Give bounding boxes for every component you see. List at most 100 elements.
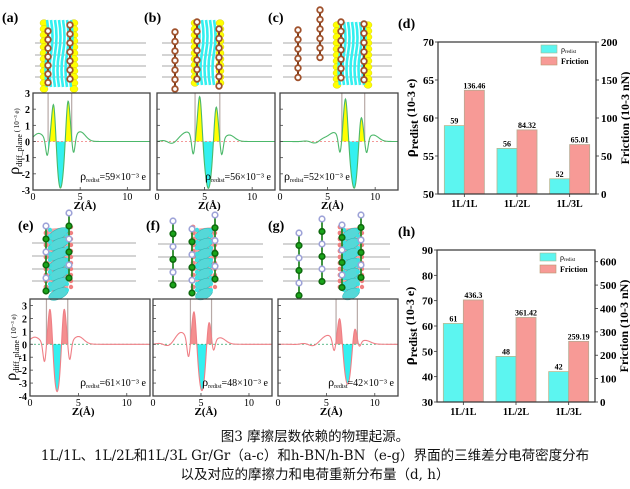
caption-line-3: 以及对应的摩擦力和电荷重新分布量（d, h） [180,467,450,483]
legend-sub: redist [565,50,577,55]
carbon-atom [360,29,368,37]
density-curve [278,317,398,385]
redist-annotation: ρredist=59×10⁻³ e [80,169,146,184]
charge-dot [47,245,53,251]
charge-dot [65,288,69,292]
nitrogen-atom [318,252,326,261]
carbon-atom [193,65,201,74]
legend-swatch-rho [540,44,558,54]
y-label-units: (10-3 e) [404,79,418,120]
carbon-atom [337,27,345,35]
y-tick-label-left: 80 [422,270,434,282]
redist-annotation: ρredist=42×10⁻³ e [328,375,394,390]
y-tick-label-left: 40 [422,372,434,384]
y-tick-label: 0 [25,138,30,149]
bar-friction [569,144,591,195]
carbon-atom [337,55,345,63]
x-tick-label: 0 [155,192,160,203]
boron-atom [318,265,326,273]
carbon-atom [337,18,345,26]
panel-label: (e) [18,219,34,234]
y-tick-label-right: 100 [601,113,618,125]
nitrogen-atom [65,222,73,230]
legend-swatch-friction [539,264,557,274]
charge-dot [359,284,365,290]
nitrogen-atom [169,230,177,238]
y-tick-label-left: 70 [423,37,435,49]
density-curve [32,100,150,189]
positive-charge-fill [195,96,220,142]
boron-atom [211,211,219,219]
carbon-atom [294,35,302,44]
nitrogen-atom [318,277,326,286]
charge-lobe-negative [345,21,351,86]
x-tick-label: 5 [76,398,81,409]
bar-chart-d: (d) 59 136.46 1L/1L 56 84.32 1L/2L 52 65.01 1L/3L… [398,17,630,210]
y-tick-label-right: 0 [601,189,607,201]
charge-dot [194,263,200,269]
carbon-atom [294,54,302,63]
boron-atom [169,217,177,225]
bar-value-label: 52 [556,170,564,179]
carbon-atom [360,48,368,56]
positive-charge-fill [341,99,365,142]
charge-dot [68,284,74,290]
boron-atom [42,248,50,256]
structure-g [283,211,390,301]
redist-annotation: ρredist=52×10⁻³ e [284,169,350,184]
carbon-atom [193,37,201,45]
negative-charge-fill [190,344,212,391]
carbon-atom [360,20,368,28]
bar-rho-redist [443,125,465,195]
carbon-atom [44,44,52,52]
panel-label: (c) [268,11,284,26]
x-tick-label: 5 [202,192,207,203]
carbon-atom [44,53,52,61]
negative-charge-fill [336,344,358,385]
carbon-atom [66,48,74,56]
x-axis-label: Z(Å) [198,200,221,212]
boron-atom [338,221,346,229]
y-label-units: ( 10⁻³ e) [13,108,21,134]
nitrogen-atom [357,223,365,232]
carbon-atom [316,25,324,33]
annotation-rho: ρ [80,169,86,183]
y-label-rho: ρ [402,357,418,365]
y-label-units: ( 10⁻³ e) [10,314,18,340]
density-curve [29,308,150,393]
y-axis-label: ρdiff_plane ( 10⁻³ e) [6,108,24,175]
bar-value-label: 59 [450,117,458,126]
y-tick-label: -1 [22,154,30,165]
nitrogen-atom [188,238,196,246]
y-tick-label: -2 [19,366,27,377]
plot-frame [29,298,151,397]
charge-dot [194,245,200,251]
carbon-atom [215,82,223,90]
x-tick-label: 10 [247,192,257,203]
plot-frame [152,298,273,397]
bar-friction [462,299,484,403]
carbon-atom [360,66,368,75]
bar-rho-redist [442,323,464,403]
bar-rho-redist [548,371,570,403]
y-tick-label-right: 500 [600,280,617,292]
annotation-sub: redist [211,178,225,184]
carbon-atom [193,56,201,64]
nitrogen-atom [211,224,219,232]
charge-dot [65,282,69,286]
nitrogen-atom [65,248,73,256]
charge-dot [194,287,200,293]
nitrogen-atom [188,263,196,272]
y-tick-label: 2 [22,314,27,325]
boron-atom [42,222,50,230]
y-tick-label-left: 60 [423,113,435,125]
charge-dot [194,281,200,287]
y-label-rho: ρ [6,167,23,175]
boron-atom [211,262,219,270]
y-tick-label-right: 50 [601,151,613,163]
x-axis-label: Z(Å) [72,406,95,418]
x-tick-label: 0 [276,398,281,409]
carbon-atom [294,64,302,72]
annotation-value: =61×10⁻³ e [100,378,147,389]
